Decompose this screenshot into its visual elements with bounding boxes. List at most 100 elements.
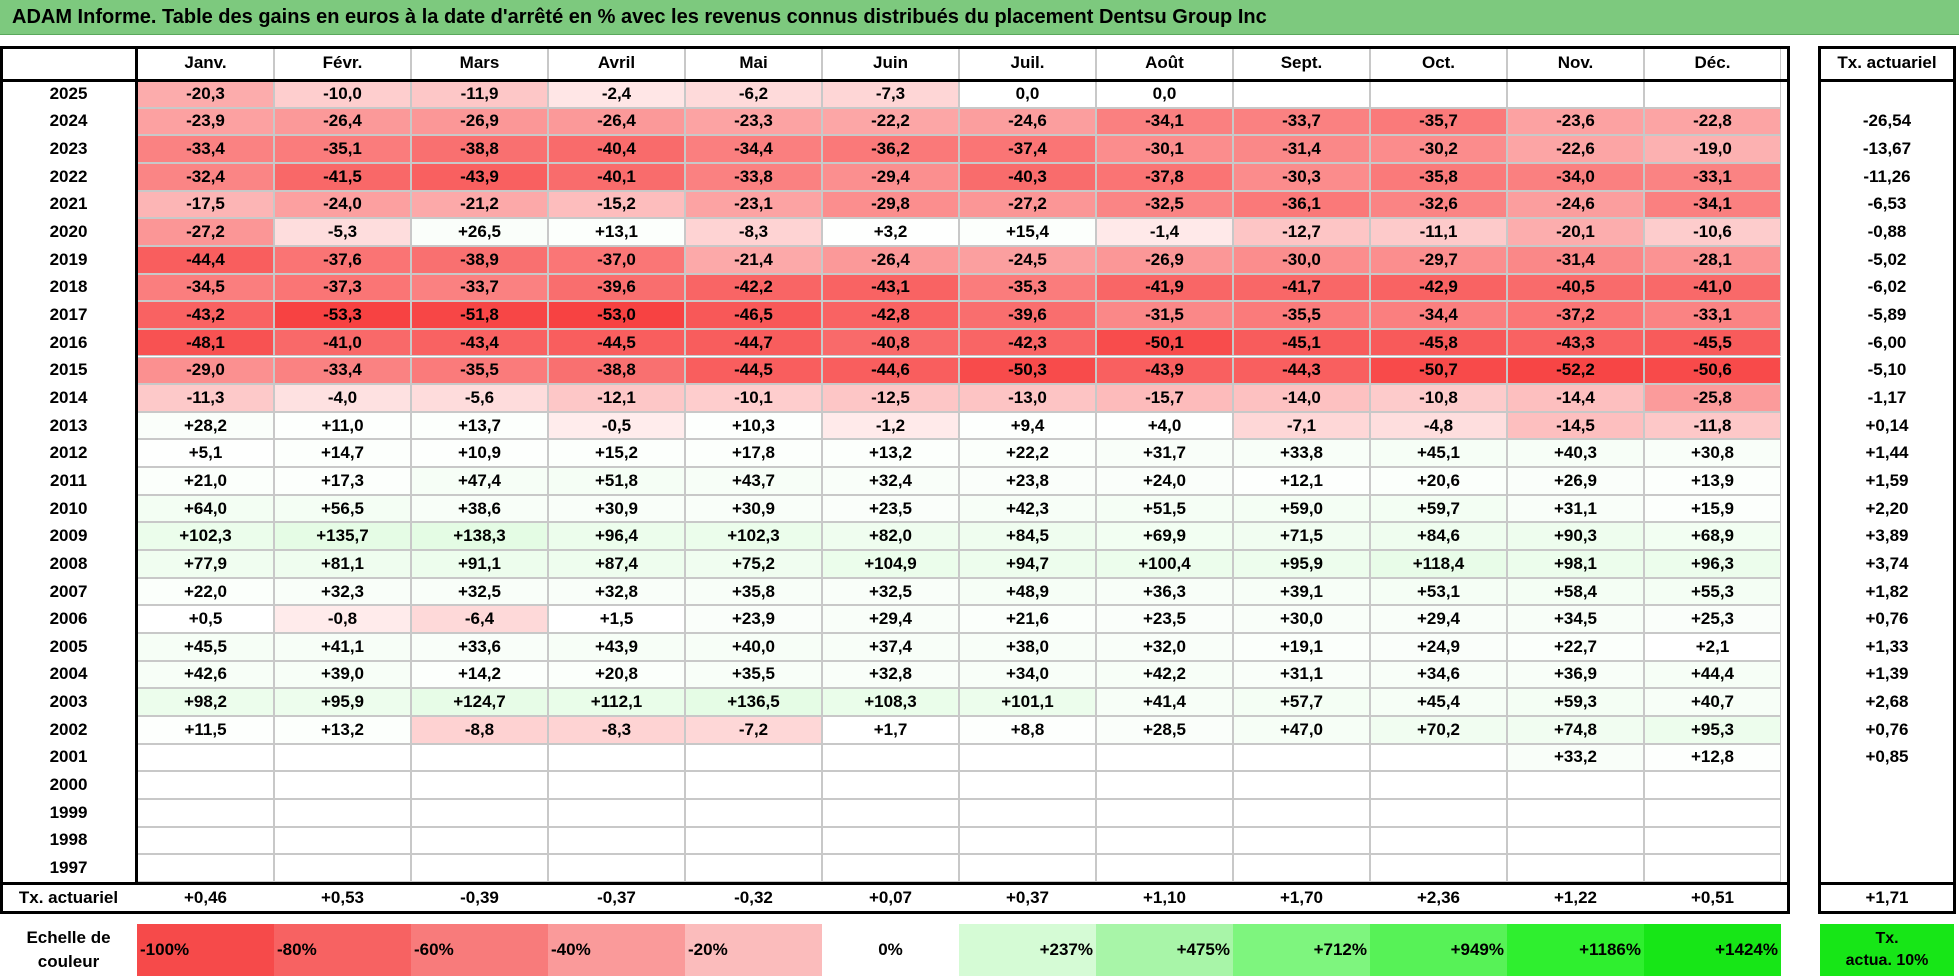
heatmap-cell: -37,4 xyxy=(959,135,1096,163)
heatmap-cell: -40,4 xyxy=(548,135,685,163)
heatmap-cell: +30,9 xyxy=(548,494,685,523)
month-header: Juin xyxy=(822,46,959,80)
heatmap-cell: -52,2 xyxy=(1507,356,1644,385)
heatmap-cell: -5,6 xyxy=(411,384,548,412)
annual-cell: +0,76 xyxy=(1865,719,1909,739)
year-label: 2023 xyxy=(49,139,88,159)
heatmap-cell: +32,8 xyxy=(548,577,685,606)
year-label: 2017 xyxy=(49,305,88,324)
annual-cell: -5,10 xyxy=(1867,360,1907,380)
heatmap-cell xyxy=(1233,826,1370,855)
annual-cell: -0,88 xyxy=(1867,222,1907,242)
heatmap-cell: +13,2 xyxy=(274,715,411,744)
heatmap-cell: -38,9 xyxy=(411,245,548,274)
heatmap-cell: -10,0 xyxy=(274,80,411,108)
heatmap-cell xyxy=(1370,743,1507,772)
heatmap-cell: +96,3 xyxy=(1644,550,1781,578)
footer-cell: +0,51 xyxy=(1690,888,1734,907)
heatmap-cell xyxy=(274,854,411,882)
heatmap-cell xyxy=(959,854,1096,882)
heatmap-cell: -5,3 xyxy=(274,218,411,246)
month-header: Mars xyxy=(411,46,548,80)
heatmap-cell: +36,3 xyxy=(1096,577,1233,606)
heatmap-cell: -29,7 xyxy=(1370,245,1507,274)
heatmap-cell: -37,6 xyxy=(274,245,411,274)
heatmap-cell: -11,3 xyxy=(137,384,274,412)
heatmap-cell xyxy=(137,743,274,772)
year-label: 2011 xyxy=(50,470,87,490)
heatmap-cell: -53,3 xyxy=(274,301,411,329)
heatmap-cell: +95,9 xyxy=(1233,550,1370,578)
year-label: 2016 xyxy=(49,332,88,352)
heatmap-cell: +33,6 xyxy=(411,633,548,661)
heatmap-cell: -33,7 xyxy=(1233,107,1370,136)
legend-swatch: +237% xyxy=(959,924,1096,976)
heatmap-cell: +118,4 xyxy=(1370,550,1507,578)
heatmap-cell: -32,6 xyxy=(1370,190,1507,219)
heatmap-cell: +74,8 xyxy=(1507,715,1644,744)
heatmap-cell: +32,8 xyxy=(822,660,959,689)
heatmap-cell: +96,4 xyxy=(548,522,685,551)
heatmap-cell xyxy=(685,771,822,799)
footer-cell: -0,37 xyxy=(597,888,636,907)
heatmap-cell: +15,4 xyxy=(959,218,1096,246)
heatmap-cell xyxy=(1096,854,1233,882)
heatmap-cell: -20,3 xyxy=(136,79,275,109)
heatmap-cell: +24,0 xyxy=(1096,467,1233,495)
month-header: Déc. xyxy=(1644,46,1781,80)
annual-cell: +1,39 xyxy=(1865,664,1909,684)
heatmap-cell: +124,7 xyxy=(411,688,548,716)
heatmap-cell: +10,9 xyxy=(411,439,548,468)
heatmap-cell: -50,3 xyxy=(959,356,1096,385)
heatmap-cell: +59,0 xyxy=(1233,494,1370,523)
heatmap-cell: -43,4 xyxy=(411,328,548,357)
heatmap-cell: -41,9 xyxy=(1096,273,1233,302)
heatmap-cell xyxy=(822,771,959,799)
heatmap-cell xyxy=(411,743,548,772)
heatmap-cell: +30,9 xyxy=(685,494,822,523)
heatmap-cell: +82,0 xyxy=(822,522,959,551)
legend-swatch: 0% xyxy=(822,924,959,976)
heatmap-cell: -17,5 xyxy=(137,190,274,219)
heatmap-cell: +17,3 xyxy=(274,467,411,495)
legend-annual: Tx. actua. 10% xyxy=(1820,924,1954,976)
footer-cell: +0,46 xyxy=(183,888,227,907)
heatmap-cell: +33,8 xyxy=(1233,439,1370,468)
annual-cell xyxy=(1820,799,1954,827)
heatmap-cell xyxy=(1644,771,1781,799)
heatmap-cell: -0,5 xyxy=(548,411,685,440)
heatmap-cell: -13,0 xyxy=(959,384,1096,412)
heatmap-cell: -45,1 xyxy=(1233,328,1370,357)
heatmap-cell xyxy=(1370,771,1507,799)
heatmap-cell: -29,8 xyxy=(822,190,959,219)
heatmap-cell: +40,7 xyxy=(1644,688,1781,716)
heatmap-cell: +23,9 xyxy=(685,605,822,633)
heatmap-cell: -19,0 xyxy=(1644,135,1781,163)
heatmap-cell: +12,8 xyxy=(1644,743,1781,772)
heatmap-cell: +19,1 xyxy=(1233,633,1370,661)
heatmap-cell: -32,4 xyxy=(137,162,274,191)
heatmap-cell xyxy=(1096,771,1233,799)
heatmap-cell: +69,9 xyxy=(1096,522,1233,551)
heatmap-cell xyxy=(1233,80,1370,108)
month-header: Févr. xyxy=(274,46,411,80)
heatmap-cell: -11,8 xyxy=(1644,411,1781,440)
annual-cell: +0,14 xyxy=(1865,415,1909,435)
heatmap-cell: -10,1 xyxy=(685,384,822,412)
heatmap-cell: +34,0 xyxy=(959,660,1096,689)
heatmap-cell: +51,8 xyxy=(548,467,685,495)
heatmap-cell: +94,7 xyxy=(959,550,1096,578)
heatmap-cell xyxy=(137,771,274,799)
heatmap-cell: +28,2 xyxy=(137,411,274,440)
heatmap-cell: +45,1 xyxy=(1370,439,1507,468)
heatmap-cell: -37,8 xyxy=(1096,162,1233,191)
heatmap-cell: +70,2 xyxy=(1370,715,1507,744)
footer-cell: +0,07 xyxy=(868,888,912,907)
month-header: Mai xyxy=(685,46,822,80)
heatmap-cell: -21,4 xyxy=(685,245,822,274)
annual-cell xyxy=(1820,854,1954,882)
heatmap-cell: -35,7 xyxy=(1370,107,1507,136)
heatmap-cell: +98,2 xyxy=(137,688,274,716)
heatmap-cell xyxy=(685,743,822,772)
heatmap-cell: +40,0 xyxy=(685,633,822,661)
